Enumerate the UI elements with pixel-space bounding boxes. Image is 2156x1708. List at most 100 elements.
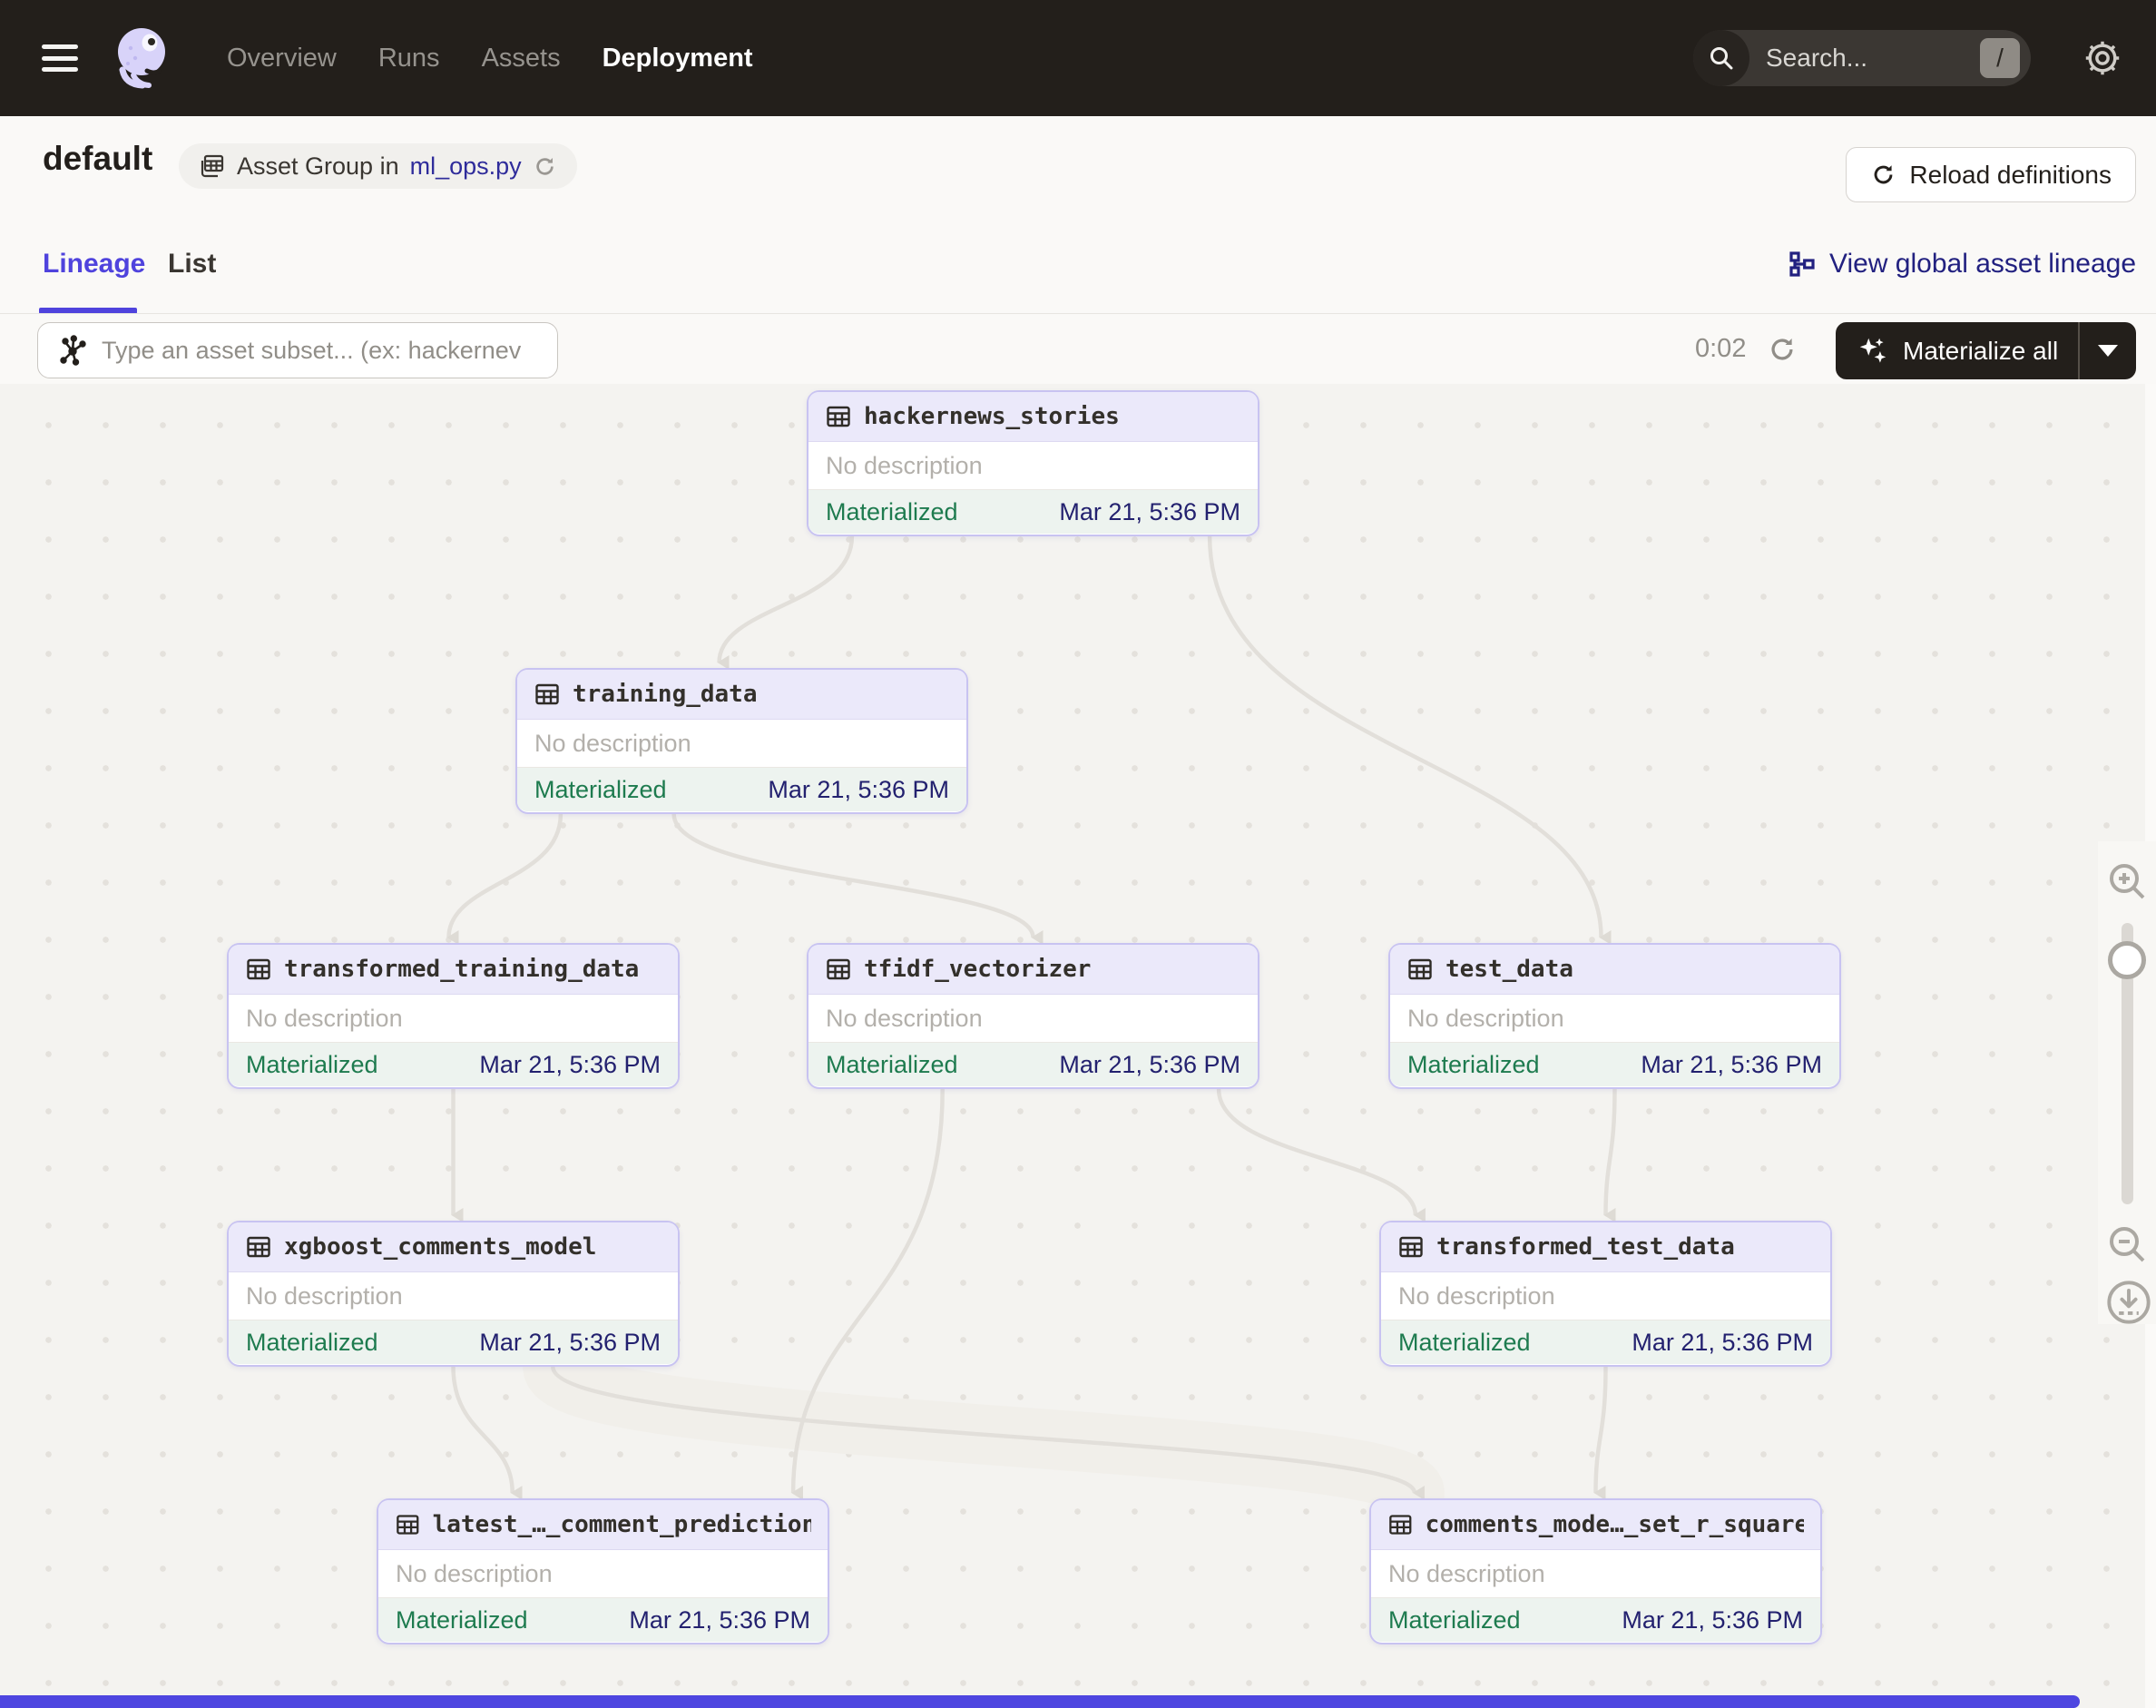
lineage-edge-tfidf_vectorizer-to-latest_comment_predictions bbox=[790, 1088, 945, 1501]
asset-node-header: transformed_test_data bbox=[1381, 1222, 1830, 1272]
asset-node-footer: Materialized Mar 21, 5:36 PM bbox=[1371, 1598, 1820, 1642]
asset-status: Materialized bbox=[1407, 1050, 1540, 1078]
asset-node-body: No description bbox=[1371, 1550, 1820, 1598]
asset-description: No description bbox=[534, 729, 691, 757]
zoom-out-icon[interactable] bbox=[2105, 1222, 2149, 1266]
asset-status: Materialized bbox=[1398, 1328, 1531, 1356]
asset-status: Materialized bbox=[1388, 1605, 1521, 1634]
lineage-edge-hackernews_stories-to-training_data bbox=[717, 535, 855, 671]
asset-node-tfidf_vectorizer[interactable]: tfidf_vectorizer No description Materializ… bbox=[807, 943, 1259, 1089]
zoom-slider-track[interactable] bbox=[2122, 923, 2133, 1204]
asset-description: No description bbox=[826, 451, 983, 479]
slash-shortcut-key: / bbox=[1980, 38, 2020, 78]
search-input[interactable]: Search... / bbox=[1693, 30, 2031, 86]
graph-toolbar: Type an asset subset... (ex: hackernev 0… bbox=[0, 314, 2156, 384]
asset-timestamp[interactable]: Mar 21, 5:36 PM bbox=[1641, 1050, 1822, 1078]
asset-node-body: No description bbox=[517, 720, 966, 768]
table-icon bbox=[535, 683, 559, 705]
asset-timestamp[interactable]: Mar 21, 5:36 PM bbox=[479, 1050, 661, 1078]
asset-node-xgboost_comments_model[interactable]: xgboost_comments_model No description Mate… bbox=[227, 1221, 680, 1367]
top-nav: Overview Runs Assets Deployment Search..… bbox=[0, 0, 2156, 116]
search-placeholder: Search... bbox=[1766, 44, 1868, 72]
asset-description: No description bbox=[246, 1281, 403, 1310]
lineage-edge-training_data-to-transformed_training_data bbox=[446, 813, 564, 946]
horizontal-scrollbar[interactable] bbox=[0, 1695, 2080, 1708]
asset-node-footer: Materialized Mar 21, 5:36 PM bbox=[229, 1043, 678, 1086]
asset-node-footer: Materialized Mar 21, 5:36 PM bbox=[378, 1598, 828, 1642]
refresh-timer: 0:02 bbox=[1695, 334, 1747, 363]
materialize-all-button[interactable]: Materialize all bbox=[1836, 322, 2136, 379]
asset-group-file-link[interactable]: ml_ops.py bbox=[409, 152, 522, 180]
nav-item-assets[interactable]: Assets bbox=[481, 43, 561, 73]
asset-name: transformed_test_data bbox=[1436, 1233, 1735, 1261]
asset-description: No description bbox=[1398, 1281, 1555, 1310]
nav-item-runs[interactable]: Runs bbox=[377, 43, 440, 73]
menu-icon[interactable] bbox=[42, 44, 78, 72]
lineage-edge-training_data-to-tfidf_vectorizer bbox=[671, 813, 1044, 945]
asset-description: No description bbox=[246, 1004, 403, 1032]
asset-timestamp[interactable]: Mar 21, 5:36 PM bbox=[479, 1328, 661, 1356]
asset-group-chip[interactable]: Asset Group in ml_ops.py bbox=[179, 143, 577, 189]
asset-name: hackernews_stories bbox=[864, 403, 1120, 430]
asset-node-header: latest_…_comment_predictions bbox=[378, 1500, 828, 1550]
gear-icon[interactable] bbox=[2082, 37, 2123, 79]
table-icon bbox=[397, 1515, 419, 1535]
asset-timestamp[interactable]: Mar 21, 5:36 PM bbox=[768, 775, 949, 803]
asset-name: xgboost_comments_model bbox=[284, 1233, 597, 1261]
asset-timestamp[interactable]: Mar 21, 5:36 PM bbox=[629, 1605, 810, 1634]
asset-description: No description bbox=[1388, 1559, 1545, 1587]
asset-name: tfidf_vectorizer bbox=[864, 956, 1092, 983]
asset-subset-input[interactable]: Type an asset subset... (ex: hackernev bbox=[37, 322, 558, 378]
asset-node-footer: Materialized Mar 21, 5:36 PM bbox=[808, 490, 1258, 534]
lineage-edge-xgboost_comments_model-to-latest_comment_predictions bbox=[451, 1366, 523, 1500]
lineage-edge-xgboost_comments_model-to-comments_model_r_squared bbox=[551, 1366, 1426, 1500]
lineage-edge-test_data-to-transformed_test_data bbox=[1603, 1088, 1617, 1223]
asset-timestamp[interactable]: Mar 21, 5:36 PM bbox=[1059, 1050, 1240, 1078]
asset-node-body: No description bbox=[229, 995, 678, 1043]
tab-lineage[interactable]: Lineage bbox=[43, 249, 146, 279]
materialize-dropdown-button[interactable] bbox=[2080, 345, 2136, 357]
asset-description: No description bbox=[826, 1004, 983, 1032]
zoom-in-icon[interactable] bbox=[2105, 859, 2149, 903]
asset-node-body: No description bbox=[808, 995, 1258, 1043]
asset-name: latest_…_comment_predictions bbox=[432, 1511, 811, 1538]
asset-node-comments_model_r_squared[interactable]: comments_mode…_set_r_squared No descripti… bbox=[1369, 1498, 1822, 1644]
asset-node-footer: Materialized Mar 21, 5:36 PM bbox=[229, 1320, 678, 1364]
lineage-edge-hackernews_stories-to-test_data bbox=[1207, 535, 1612, 945]
view-global-asset-lineage-label: View global asset lineage bbox=[1828, 249, 2136, 279]
table-icon bbox=[247, 958, 270, 980]
asset-name: transformed_training_data bbox=[284, 956, 640, 983]
asset-node-body: No description bbox=[808, 442, 1258, 490]
asset-node-hackernews_stories[interactable]: hackernews_stories No description Material… bbox=[807, 390, 1259, 536]
asset-node-test_data[interactable]: test_data No description Materialized Mar 2… bbox=[1388, 943, 1841, 1089]
lineage-graph-icon bbox=[1789, 251, 1815, 277]
asset-node-header: transformed_training_data bbox=[229, 945, 678, 995]
asset-status: Materialized bbox=[246, 1050, 378, 1078]
tab-list[interactable]: List bbox=[168, 249, 217, 279]
zoom-slider-handle[interactable] bbox=[2108, 941, 2146, 979]
nav-item-overview[interactable]: Overview bbox=[227, 43, 337, 73]
table-icon bbox=[247, 1236, 270, 1258]
asset-node-training_data[interactable]: training_data No description Materialized M… bbox=[515, 668, 968, 814]
nav-item-deployment[interactable]: Deployment bbox=[602, 43, 753, 73]
asset-node-latest_comment_predictions[interactable]: latest_…_comment_predictions No descripti… bbox=[377, 1498, 829, 1644]
dagster-octopus-logo[interactable] bbox=[107, 24, 176, 93]
view-global-asset-lineage-link[interactable]: View global asset lineage bbox=[1788, 249, 2136, 280]
refresh-icon[interactable] bbox=[533, 154, 557, 179]
asset-status: Materialized bbox=[246, 1328, 378, 1356]
asset-lineage-graph[interactable]: hackernews_stories No description Material… bbox=[0, 384, 2156, 1708]
table-icon bbox=[1389, 1515, 1412, 1535]
download-icon[interactable] bbox=[2105, 1279, 2152, 1326]
table-icon bbox=[827, 958, 850, 980]
asset-node-transformed_test_data[interactable]: transformed_test_data No description Mater… bbox=[1379, 1221, 1832, 1367]
asset-timestamp[interactable]: Mar 21, 5:36 PM bbox=[1622, 1605, 1803, 1634]
asset-node-footer: Materialized Mar 21, 5:36 PM bbox=[1390, 1043, 1839, 1086]
page-title: default bbox=[43, 140, 153, 177]
reload-definitions-button[interactable]: Reload definitions bbox=[1846, 147, 2136, 202]
button-divider bbox=[2078, 322, 2080, 379]
asset-timestamp[interactable]: Mar 21, 5:36 PM bbox=[1632, 1328, 1813, 1356]
asset-timestamp[interactable]: Mar 21, 5:36 PM bbox=[1059, 497, 1240, 525]
asset-node-transformed_training_data[interactable]: transformed_training_data No description M… bbox=[227, 943, 680, 1089]
refresh-icon[interactable] bbox=[1767, 334, 1798, 365]
asset-node-body: No description bbox=[1390, 995, 1839, 1043]
